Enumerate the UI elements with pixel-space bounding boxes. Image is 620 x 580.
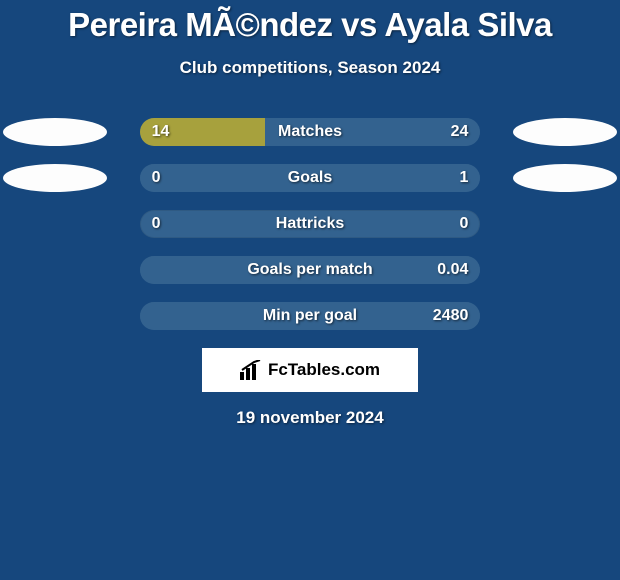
left-badge <box>0 118 110 146</box>
right-badge <box>510 302 620 330</box>
right-ellipse <box>513 164 617 192</box>
left-badge <box>0 210 110 238</box>
right-ellipse <box>513 118 617 146</box>
stat-bar: Min per goal 2480 <box>140 302 481 330</box>
date-text: 19 november 2024 <box>0 408 620 428</box>
stat-label: Matches <box>278 123 342 141</box>
stat-bar: 0 Goals 1 <box>140 164 481 192</box>
page-root: Pereira MÃ©ndez vs Ayala Silva Club comp… <box>0 0 620 580</box>
stat-row: 0 Hattricks 0 <box>0 210 620 238</box>
stat-row: 14 Matches 24 <box>0 118 620 146</box>
left-ellipse <box>3 164 107 192</box>
stat-row: Min per goal 2480 <box>0 302 620 330</box>
stat-label: Goals per match <box>247 261 372 279</box>
page-title: Pereira MÃ©ndez vs Ayala Silva <box>0 6 620 44</box>
left-badge <box>0 164 110 192</box>
stat-right-value: 24 <box>451 123 469 141</box>
right-badge <box>510 210 620 238</box>
stats-container: 14 Matches 24 0 Goals 1 0 Hattricks 0 Goals per m… <box>0 118 620 330</box>
stat-row: 0 Goals 1 <box>0 164 620 192</box>
stat-bar: 0 Hattricks 0 <box>140 210 481 238</box>
subtitle: Club competitions, Season 2024 <box>0 58 620 78</box>
stat-bar: 14 Matches 24 <box>140 118 481 146</box>
left-badge <box>0 302 110 330</box>
left-badge <box>0 256 110 284</box>
stat-right-value: 0 <box>459 215 468 233</box>
stat-label: Goals <box>288 169 332 187</box>
stat-label: Min per goal <box>263 307 357 325</box>
stat-left-value: 0 <box>152 215 161 233</box>
stat-left-value: 14 <box>152 123 170 141</box>
stat-row: Goals per match 0.04 <box>0 256 620 284</box>
stat-left-value: 0 <box>152 169 161 187</box>
right-badge <box>510 118 620 146</box>
right-badge <box>510 164 620 192</box>
stat-label: Hattricks <box>276 215 344 233</box>
right-badge <box>510 256 620 284</box>
stat-bar: Goals per match 0.04 <box>140 256 481 284</box>
logo-box: FcTables.com <box>202 348 418 392</box>
stat-right-value: 2480 <box>433 307 469 325</box>
logo-text: FcTables.com <box>268 360 380 380</box>
chart-icon <box>240 360 262 380</box>
stat-right-value: 1 <box>459 169 468 187</box>
left-ellipse <box>3 118 107 146</box>
stat-right-value: 0.04 <box>437 261 468 279</box>
